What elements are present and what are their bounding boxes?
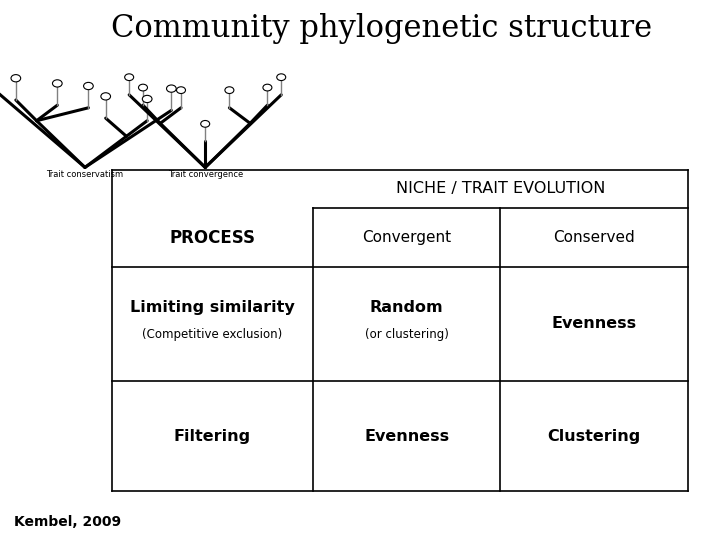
- Text: Convergent: Convergent: [362, 230, 451, 245]
- Text: NICHE / TRAIT EVOLUTION: NICHE / TRAIT EVOLUTION: [396, 181, 605, 197]
- Circle shape: [53, 80, 62, 87]
- Text: (or clustering): (or clustering): [365, 328, 449, 341]
- Text: Conserved: Conserved: [553, 230, 635, 245]
- Circle shape: [263, 84, 272, 91]
- Text: Community phylogenetic structure: Community phylogenetic structure: [111, 14, 652, 44]
- Text: PROCESS: PROCESS: [169, 228, 256, 247]
- Circle shape: [125, 74, 134, 80]
- Text: Trait convergence: Trait convergence: [168, 170, 243, 179]
- Circle shape: [11, 75, 21, 82]
- Circle shape: [276, 74, 286, 80]
- Circle shape: [84, 83, 94, 90]
- Circle shape: [176, 87, 186, 93]
- Text: Filtering: Filtering: [174, 429, 251, 443]
- Circle shape: [101, 93, 111, 100]
- Text: Evenness: Evenness: [364, 429, 449, 443]
- Text: Clustering: Clustering: [547, 429, 641, 443]
- Text: Trait conservatism: Trait conservatism: [46, 170, 124, 179]
- Circle shape: [201, 120, 210, 127]
- Circle shape: [166, 85, 176, 92]
- Text: (Competitive exclusion): (Competitive exclusion): [143, 328, 282, 341]
- Text: Limiting similarity: Limiting similarity: [130, 300, 294, 315]
- Circle shape: [143, 96, 152, 103]
- Text: Evenness: Evenness: [552, 316, 636, 332]
- Text: Random: Random: [370, 300, 444, 315]
- Circle shape: [225, 87, 234, 93]
- Text: Kembel, 2009: Kembel, 2009: [14, 515, 122, 529]
- Circle shape: [138, 84, 148, 91]
